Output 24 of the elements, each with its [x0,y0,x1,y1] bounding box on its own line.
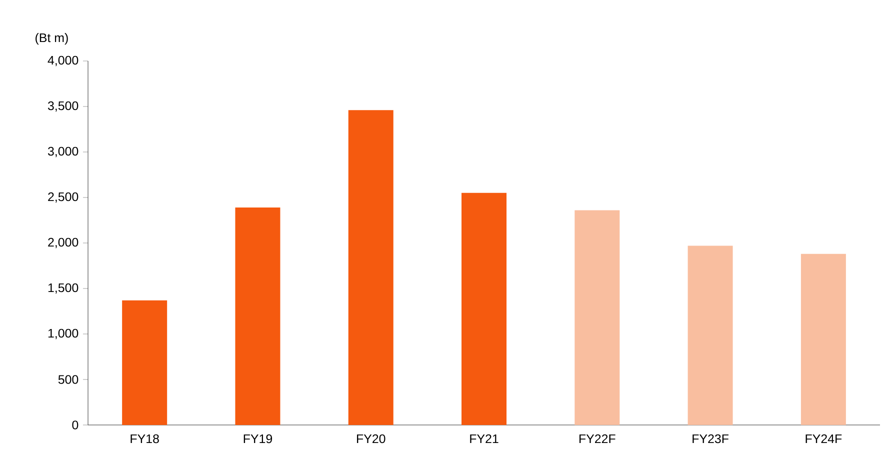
x-tick-label: FY24F [806,434,842,444]
y-tick-label: 500 [58,375,78,384]
x-tick-label: FY18 [130,434,159,444]
y-tick-label: 0 [72,420,78,430]
bar [688,246,733,425]
y-tick-label: 3,500 [48,101,78,112]
y-tick-label: 4,000 [48,56,78,66]
x-tick-label: FY23F [692,434,728,444]
bar [235,207,280,425]
bar [462,192,507,425]
y-tick-label: 1,500 [48,283,78,294]
bar [122,300,168,425]
x-tick-label: FY22F [579,434,616,444]
x-tick-label: FY19 [244,434,272,444]
y-axis-title: (Bt m) [36,33,68,45]
bar [574,210,620,425]
y-tick-label: 1,000 [48,328,78,340]
y-tick-label: 2,000 [48,238,78,248]
y-tick-label: 2,500 [48,192,78,203]
bar [348,110,394,425]
bar [800,254,846,425]
x-tick-label: FY21 [470,434,498,444]
y-tick-label: 3,000 [48,146,78,158]
x-tick-label: FY20 [357,434,386,444]
